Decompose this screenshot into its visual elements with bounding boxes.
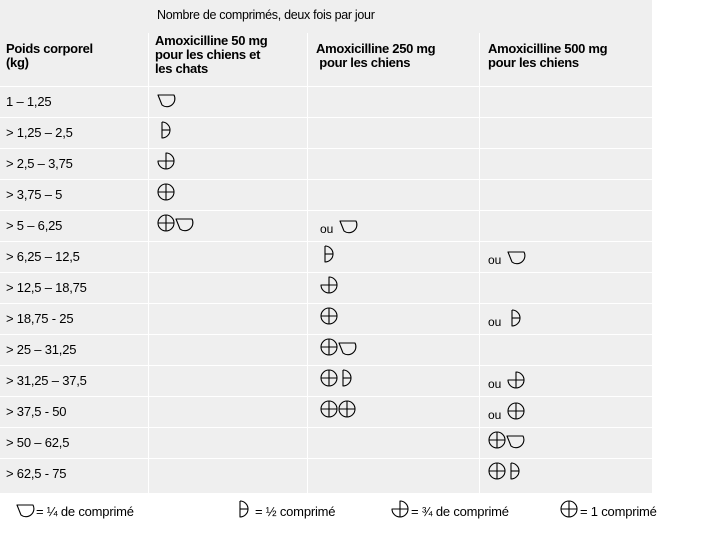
weight-range-label: > 1,25 – 2,5 (6, 125, 73, 140)
three-quarter-tablet-icon (320, 276, 338, 294)
legend-label: = ¾ de comprimé (411, 504, 509, 519)
row-divider (0, 334, 652, 335)
dose-500mg-cell: ou (488, 369, 525, 391)
row-divider (0, 365, 652, 366)
half-tablet-icon (342, 369, 352, 387)
column-divider (148, 33, 149, 493)
whole-tablet-icon (157, 183, 175, 201)
header-amoxicillin-500mg: Amoxicilline 500 mg pour les chiens (488, 41, 608, 70)
quarter-tablet-icon (175, 218, 194, 232)
or-label: ou (488, 408, 502, 422)
legend-label: = ½ comprimé (255, 504, 336, 519)
weight-range-label: > 25 – 31,25 (6, 342, 77, 357)
header-weight: Poids corporel (kg) (6, 41, 93, 70)
dose-250mg-cell: ou (320, 214, 358, 236)
quarter-tablet-icon (506, 435, 525, 449)
column-divider (307, 33, 308, 493)
whole-tablet-icon (320, 338, 338, 356)
dose-250mg-cell (320, 245, 338, 263)
weight-range-label: > 6,25 – 12,5 (6, 249, 80, 264)
legend-whole: = 1 comprimé (560, 498, 657, 519)
half-tablet-icon (510, 462, 520, 480)
row-divider (0, 458, 652, 459)
half-tablet-icon (161, 121, 171, 139)
weight-range-label: > 37,5 - 50 (6, 404, 67, 419)
table-supertitle: Nombre de comprimés, deux fois par jour (157, 8, 375, 22)
weight-range-label: > 3,75 – 5 (6, 187, 63, 202)
row-divider (0, 241, 652, 242)
weight-range-label: > 5 – 6,25 (6, 218, 63, 233)
half-tablet-icon (324, 245, 334, 263)
legend-three-quarter: = ¾ de comprimé (391, 498, 509, 519)
dose-500mg-cell: ou (488, 307, 525, 329)
dose-500mg-cell (488, 431, 525, 449)
whole-tablet-icon (338, 400, 356, 418)
weight-range-label: > 62,5 - 75 (6, 466, 67, 481)
legend-half: = ½ comprimé (235, 498, 336, 519)
three-quarter-tablet-icon (157, 152, 175, 170)
weight-range-label: > 2,5 – 3,75 (6, 156, 73, 171)
weight-range-label: > 18,75 - 25 (6, 311, 74, 326)
dose-250mg-cell (320, 369, 356, 387)
dose-50mg-cell (157, 90, 176, 108)
row-divider (0, 210, 652, 211)
dose-50mg-cell (157, 152, 175, 170)
row-divider (0, 117, 652, 118)
legend-label: = ¼ de comprimé (36, 504, 134, 519)
whole-tablet-icon (488, 462, 506, 480)
row-divider (0, 179, 652, 180)
or-label: ou (488, 377, 502, 391)
half-tablet-icon (239, 499, 249, 518)
weight-range-label: > 31,25 – 37,5 (6, 373, 87, 388)
quarter-tablet-icon (339, 220, 358, 234)
quarter-tablet-icon (338, 342, 357, 356)
dose-250mg-cell (320, 338, 357, 356)
quarter-tablet-icon (16, 503, 35, 517)
dose-250mg-cell (320, 276, 338, 294)
or-label: ou (488, 253, 502, 267)
whole-tablet-icon (560, 500, 578, 517)
legend-label: = 1 comprimé (580, 504, 657, 519)
dose-250mg-cell (320, 307, 338, 325)
dose-50mg-cell (157, 121, 175, 139)
or-label: ou (320, 222, 334, 236)
or-label: ou (488, 315, 502, 329)
dose-500mg-cell: ou (488, 400, 525, 422)
weight-range-label: > 12,5 – 18,75 (6, 280, 87, 295)
dose-500mg-cell (488, 462, 524, 480)
quarter-tablet-icon (507, 251, 526, 265)
dose-50mg-cell (157, 214, 194, 232)
row-divider (0, 86, 652, 87)
whole-tablet-icon (320, 369, 338, 387)
half-tablet-icon (511, 309, 521, 327)
row-divider (0, 272, 652, 273)
whole-tablet-icon (488, 431, 506, 449)
row-divider (0, 396, 652, 397)
whole-tablet-icon (320, 400, 338, 418)
column-divider (479, 33, 480, 493)
header-amoxicillin-250mg: Amoxicilline 250 mg pour les chiens (316, 41, 436, 70)
legend-quarter: = ¼ de comprimé (16, 498, 134, 519)
whole-tablet-icon (157, 214, 175, 232)
weight-range-label: > 50 – 62,5 (6, 435, 70, 450)
row-divider (0, 427, 652, 428)
dose-500mg-cell: ou (488, 245, 526, 267)
header-amoxicillin-50mg: Amoxicilline 50 mg pour les chiens et le… (155, 33, 268, 76)
dose-250mg-cell (320, 400, 356, 418)
row-divider (0, 303, 652, 304)
whole-tablet-icon (320, 307, 338, 325)
dose-50mg-cell (157, 183, 175, 201)
three-quarter-tablet-icon (507, 371, 525, 389)
weight-range-label: 1 – 1,25 (6, 94, 52, 109)
quarter-tablet-icon (157, 94, 176, 108)
row-divider (0, 148, 652, 149)
whole-tablet-icon (507, 402, 525, 420)
three-quarter-tablet-icon (391, 499, 409, 518)
